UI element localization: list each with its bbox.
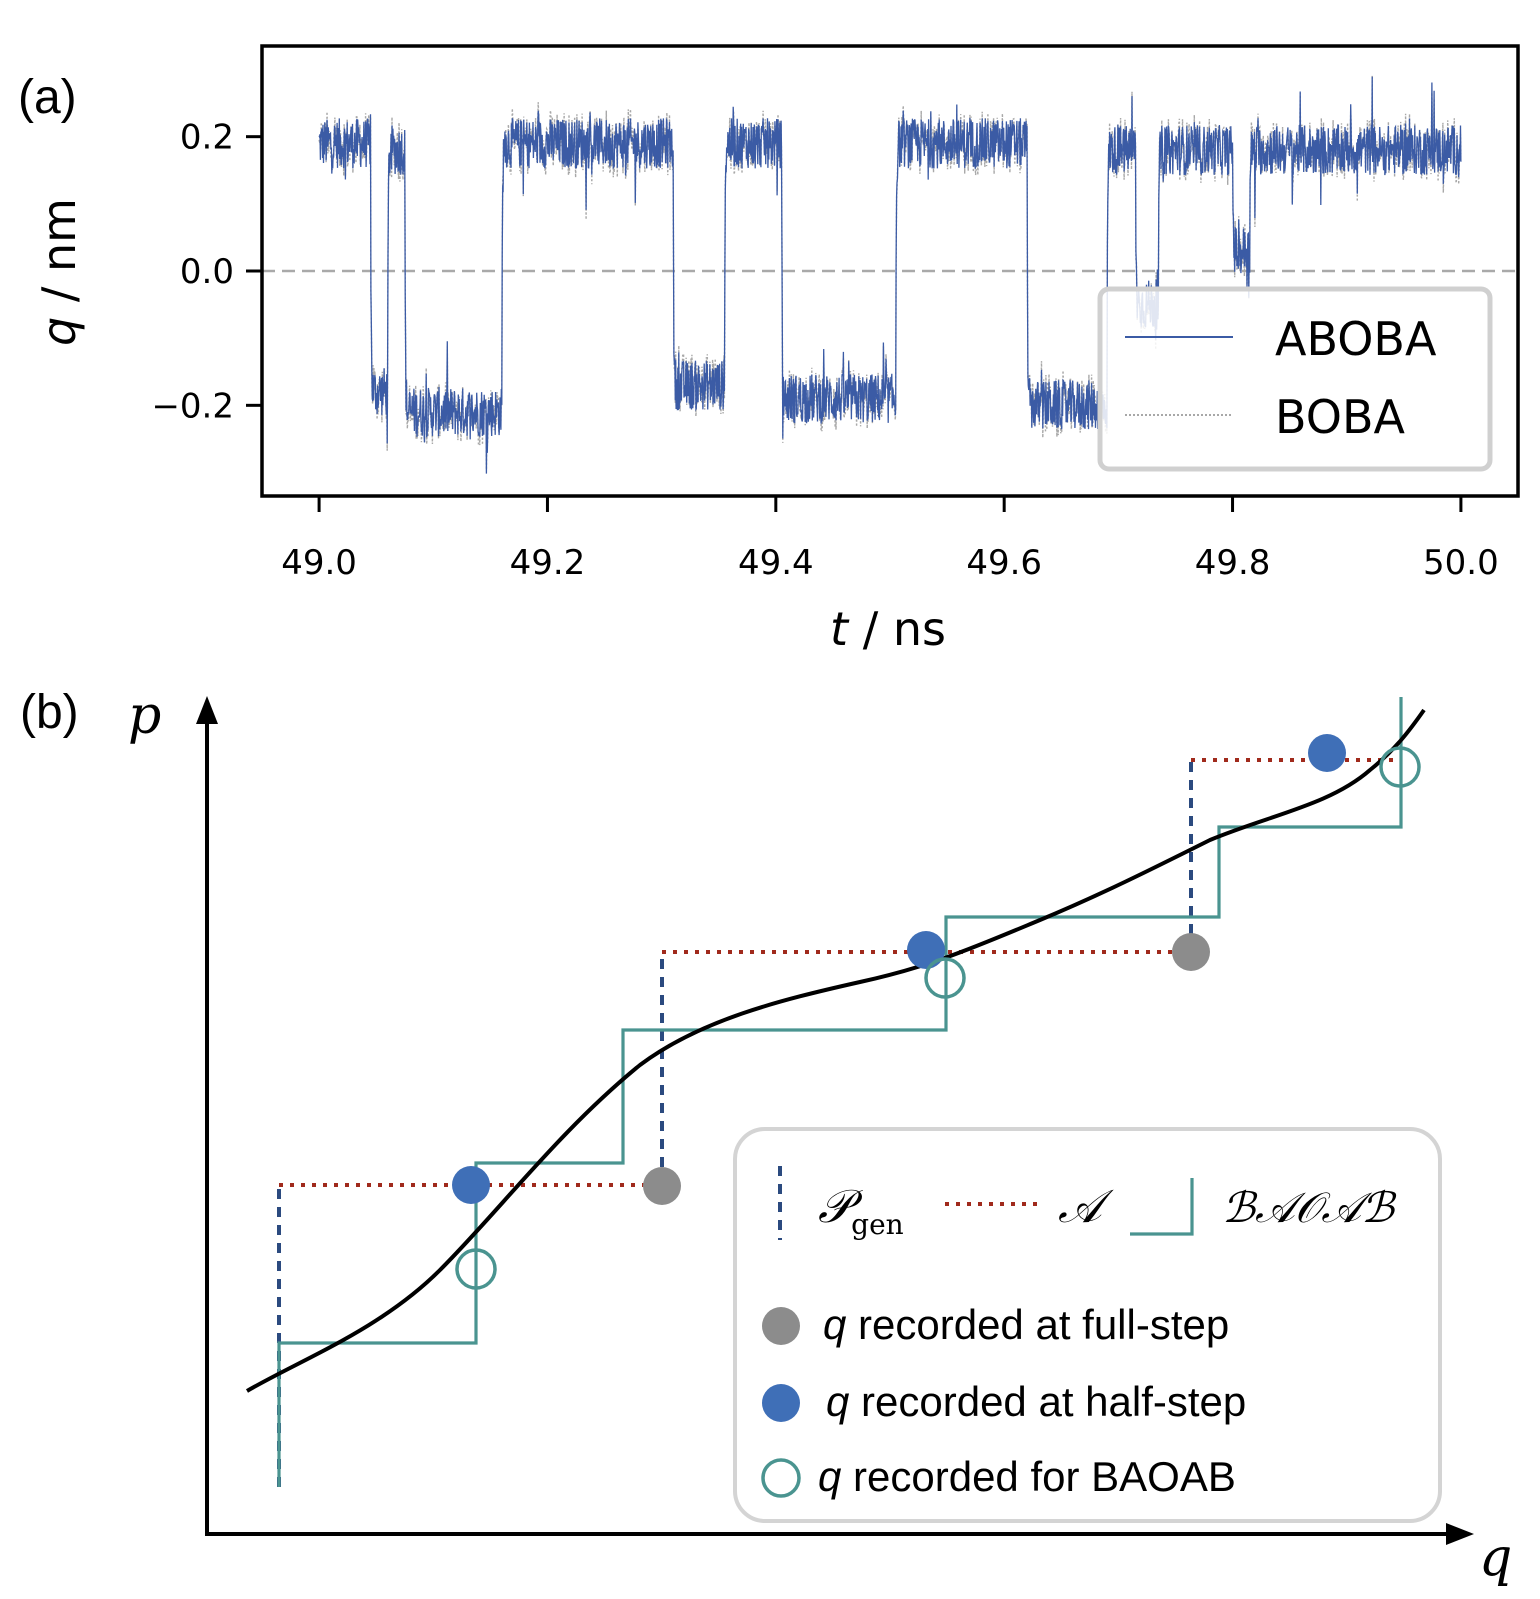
q-axis-arrowhead <box>1446 1523 1474 1545</box>
trajectory-curve <box>245 708 1426 1393</box>
x-tick-label: 49.6 <box>966 543 1042 583</box>
legend-a-box <box>1097 286 1493 472</box>
legend-a: ABOBA BOBA <box>1097 286 1493 472</box>
time-series-traces <box>318 75 1462 474</box>
x-axis-ticks: 49.0 49.2 49.4 49.6 49.8 50.0 <box>281 496 1499 583</box>
y-tick-label: 0.2 <box>180 118 234 158</box>
x-tick-label: 49.2 <box>510 543 586 583</box>
y-axis-label: q / nm <box>32 198 86 346</box>
baoab-point-3 <box>1379 746 1421 788</box>
q-axis-label: q <box>1479 1528 1512 1588</box>
panel-a-label: (a) <box>18 71 77 124</box>
baoab-point-2 <box>924 957 966 999</box>
baoab-point-1 <box>455 1248 497 1290</box>
x-tick-label: 49.0 <box>281 543 357 583</box>
legend-baoab-rec-label: q recorded for BAOAB <box>818 1453 1236 1500</box>
half-step-point-3 <box>1308 734 1346 772</box>
a-dotted-lines <box>279 758 1400 1187</box>
y-tick-label: −0.2 <box>151 386 234 426</box>
full-step-point-2 <box>1172 933 1210 971</box>
x-tick-label: 49.8 <box>1195 543 1271 583</box>
panel-b: (b) p q <box>20 686 1512 1588</box>
legend-half-step-label: q recorded at half-step <box>826 1378 1246 1425</box>
y-tick-label: 0.0 <box>180 252 234 292</box>
half-step-point-2 <box>907 931 945 969</box>
p-axis-label: p <box>128 686 161 746</box>
half-step-point-1 <box>452 1166 490 1204</box>
p-axis-arrowhead <box>196 696 218 724</box>
legend-baoab-swatch <box>1130 1178 1194 1236</box>
legend-full-step-label: q recorded at full-step <box>823 1301 1229 1348</box>
x-tick-label: 50.0 <box>1423 543 1499 583</box>
x-axis-label: t / ns <box>830 602 946 656</box>
legend-half-step-marker <box>762 1384 800 1422</box>
legend-b-box <box>733 1127 1442 1523</box>
series-aboba-line <box>318 76 1462 474</box>
panel-b-label: (b) <box>20 686 79 739</box>
p-gen-dashed-lines <box>277 760 1193 1487</box>
y-axis-ticks: 0.2 0.0 −0.2 <box>151 118 262 426</box>
full-step-point-1 <box>643 1167 681 1205</box>
legend-boba-label: BOBA <box>1275 390 1406 444</box>
legend-baoab-label: ℬ𝒜𝒪𝒜ℬ <box>1222 1183 1397 1232</box>
legend-full-step-marker <box>762 1307 800 1345</box>
panel-a: (a) 49.0 49.2 49.4 49.6 49.8 50.0 0.20.0−0.2 … <box>18 44 1520 656</box>
legend-aboba-label: ABOBA <box>1275 312 1437 366</box>
legend-b: 𝒫gen 𝒜 ℬ𝒜𝒪𝒜ℬ q recorded at full-step q r… <box>733 1127 1442 1523</box>
x-tick-label: 49.4 <box>738 543 814 583</box>
legend-baoab-marker <box>761 1458 801 1498</box>
